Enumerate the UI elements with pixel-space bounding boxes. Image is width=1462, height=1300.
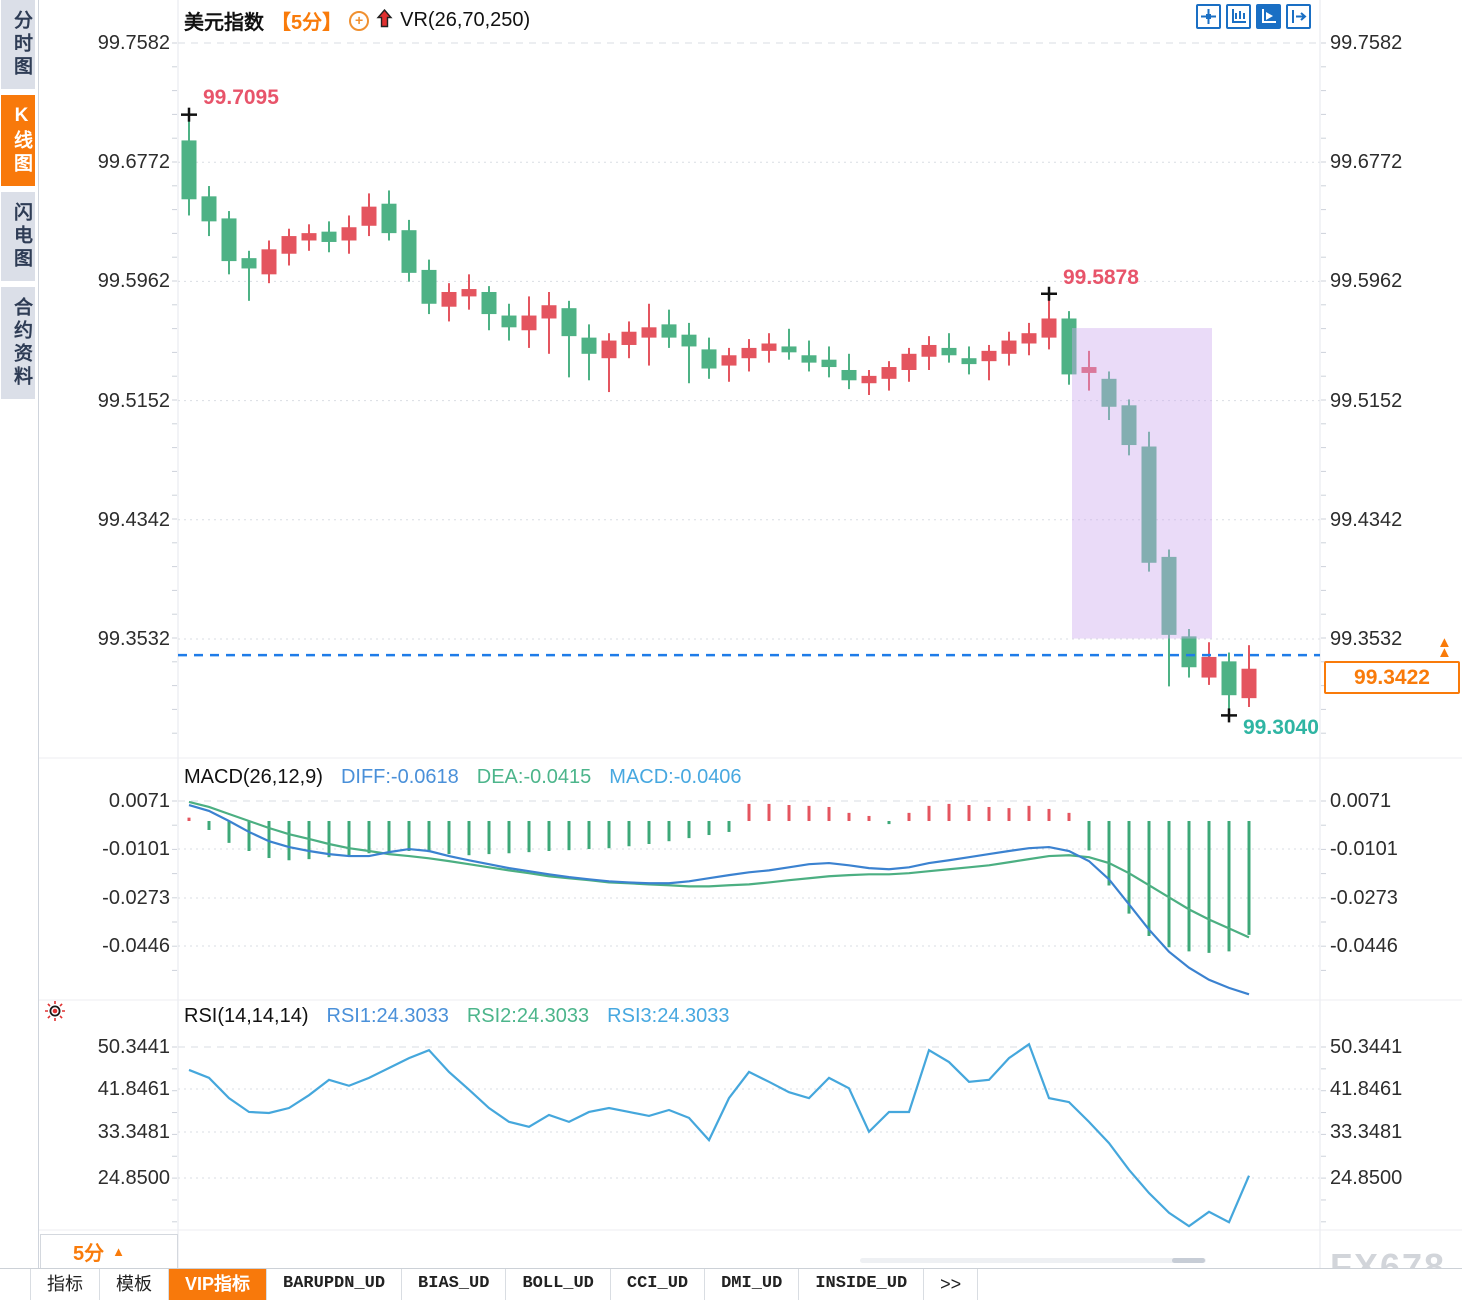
macd-dea-value: DEA:-0.0415 [476,766,592,788]
move-crosshair-icon[interactable] [1196,4,1221,29]
sidebar-tab-2[interactable]: K线图 [1,95,35,186]
price-axis-label: 99.7582 [97,32,170,54]
macd-axis-label: -0.0273 [1330,887,1398,909]
scrollbar-thumb[interactable] [1172,1258,1205,1263]
chart-title-row: 美元指数 【5分】 + VR(26,70,250) [184,6,530,35]
trend-up-arrow-icon [376,8,393,33]
rsi-axis-label: 50.3441 [97,1036,170,1058]
sidebar-tab-3[interactable]: 闪电图 [1,192,35,281]
price-axis-label: 99.4342 [1330,508,1403,531]
indicator-tab-bar: 指标 模板 VIP指标 BARUPDN_UD BIAS_UD BOLL_UD CCI_UD D… [0,1268,1462,1300]
session-high-label: 99.7095 [203,86,279,109]
sidebar-tab-1[interactable]: 分时图 [1,0,35,89]
macd-axis-label: -0.0446 [1330,935,1398,957]
macd-axis-label: -0.0101 [1330,838,1398,860]
period-selector[interactable]: 5分 ▲ [40,1234,178,1268]
rsi2-value: RSI2:24.3033 [466,1005,590,1027]
more-tabs-button[interactable]: >> [924,1269,979,1300]
price-axis-label: 99.5962 [97,270,170,293]
rsi-axis-label: 24.8500 [1330,1167,1403,1189]
macd-macd-value: MACD:-0.0406 [609,766,742,788]
symbol-name: 美元指数 [184,12,264,34]
price-axis-label: 99.5152 [1330,389,1403,412]
overlay-indicator-label[interactable]: VR(26,70,250) [400,9,531,31]
macd-indicator-name[interactable]: MACD(26,12,9) [184,766,323,788]
price-up-arrow-icon: ▲ ▲ [1437,634,1452,661]
rsi-indicator-name[interactable]: RSI(14,14,14) [184,1005,309,1027]
period-selector-label: 5分 [73,1243,105,1265]
indicator-tab[interactable]: BIAS_UD [402,1269,507,1300]
price-axis-label: 99.3532 [97,627,170,650]
indicator-tab[interactable]: 模板 [100,1269,169,1300]
macd-axis-label: 0.0071 [1330,790,1392,812]
macd-axis-label: -0.0101 [102,838,170,860]
price-axis-label: 99.5152 [97,389,170,412]
macd-axis-label: -0.0273 [102,887,170,909]
price-axis-label: 99.4342 [97,508,170,531]
session-low-label: 99.3040 [1243,716,1319,739]
macd-axis-label: 0.0071 [108,790,170,812]
macd-axis-label: -0.0446 [102,935,170,957]
chart-toolbar [1196,4,1311,29]
live-indicator-icon [44,1000,66,1027]
pan-right-icon[interactable] [1286,4,1311,29]
add-indicator-icon[interactable]: + [349,10,370,31]
auto-scale-icon[interactable] [1256,4,1281,29]
chevron-up-icon: ▲ [112,1244,125,1259]
swing-high-label: 99.5878 [1063,266,1139,289]
fit-axis-icon[interactable] [1226,4,1251,29]
indicator-tab[interactable]: BARUPDN_UD [267,1269,403,1300]
rsi-axis-label: 41.8461 [1330,1078,1403,1100]
rsi-axis-label: 33.3481 [1330,1121,1403,1143]
rsi-axis-label: 33.3481 [97,1121,170,1143]
indicator-tab[interactable]: BOLL_UD [506,1269,611,1300]
price-axis-label: 99.6772 [97,151,170,174]
current-price-tag: 99.3422 [1324,661,1460,694]
rsi3-value: RSI3:24.3033 [607,1005,730,1027]
horizontal-scrollbar[interactable] [860,1258,1206,1263]
price-axis-label: 99.7582 [1330,32,1403,54]
price-axis-label: 99.3532 [1330,627,1403,650]
indicator-tab[interactable]: DMI_UD [705,1269,800,1300]
macd-diff-value: DIFF:-0.0618 [340,766,459,788]
rsi1-value: RSI1:24.3033 [326,1005,449,1027]
chart-type-sidebar: 分时图 K线图闪电图合约资料 [0,0,39,1300]
rsi-axis-label: 41.8461 [97,1078,170,1100]
indicator-tab[interactable]: CCI_UD [611,1269,706,1300]
indicator-tab[interactable]: INSIDE_UD [799,1269,925,1300]
price-axis-label: 99.6772 [1330,151,1403,174]
period-tag[interactable]: 【5分】 [271,12,343,34]
sidebar-tab-4[interactable]: 合约资料 [1,287,35,399]
indicator-tab[interactable]: VIP指标 [169,1269,268,1300]
indicator-tab[interactable]: 指标 [30,1269,100,1300]
rsi-axis-label: 50.3441 [1330,1036,1403,1058]
rsi-axis-label: 24.8500 [97,1167,170,1189]
price-axis-label: 99.5962 [1330,270,1403,293]
